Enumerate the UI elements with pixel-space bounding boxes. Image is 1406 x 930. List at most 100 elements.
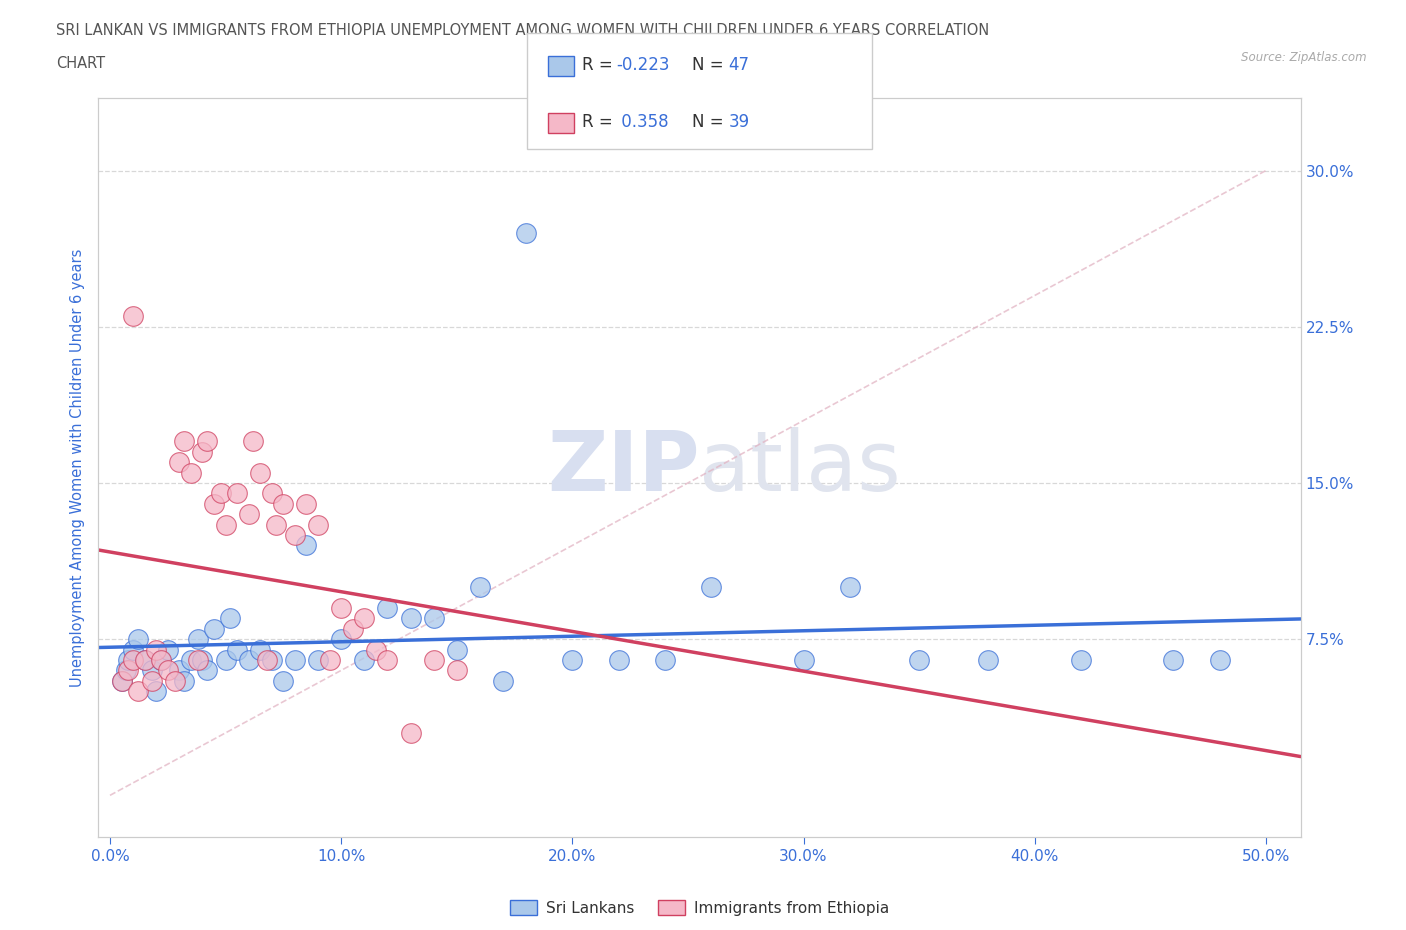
Point	[249, 642, 271, 657]
Point	[187, 631, 209, 646]
Point	[353, 653, 375, 668]
Point	[561, 653, 583, 668]
Point	[117, 663, 139, 678]
Point	[195, 663, 218, 678]
Text: -0.223: -0.223	[616, 56, 669, 74]
Point	[122, 642, 145, 657]
Point	[156, 642, 179, 657]
Point	[422, 653, 444, 668]
Text: R =: R =	[582, 56, 619, 74]
Point	[353, 611, 375, 626]
Point	[607, 653, 630, 668]
Point	[141, 663, 163, 678]
Point	[330, 631, 353, 646]
Point	[446, 642, 468, 657]
Point	[191, 445, 214, 459]
Point	[1208, 653, 1230, 668]
Point	[127, 631, 149, 646]
Text: R =: R =	[582, 113, 619, 131]
Point	[169, 663, 191, 678]
Point	[115, 663, 138, 678]
Point	[214, 517, 236, 532]
Text: SRI LANKAN VS IMMIGRANTS FROM ETHIOPIA UNEMPLOYMENT AMONG WOMEN WITH CHILDREN UN: SRI LANKAN VS IMMIGRANTS FROM ETHIOPIA U…	[56, 23, 990, 38]
Point	[256, 653, 278, 668]
Point	[127, 684, 149, 698]
Text: ZIP: ZIP	[547, 427, 700, 508]
Point	[273, 673, 295, 688]
Point	[295, 497, 318, 512]
Text: Source: ZipAtlas.com: Source: ZipAtlas.com	[1241, 51, 1367, 64]
Point	[134, 653, 156, 668]
Point	[214, 653, 236, 668]
Point	[318, 653, 340, 668]
Text: 39: 39	[728, 113, 749, 131]
Point	[330, 601, 353, 616]
Point	[173, 673, 195, 688]
Point	[191, 653, 214, 668]
Point	[169, 455, 191, 470]
Point	[908, 653, 931, 668]
Point	[242, 434, 264, 449]
Point	[377, 653, 399, 668]
Point	[110, 673, 132, 688]
Point	[492, 673, 515, 688]
Point	[145, 642, 167, 657]
Point	[110, 673, 132, 688]
Point	[260, 485, 283, 500]
Point	[838, 579, 860, 594]
Point	[202, 621, 225, 636]
Point	[149, 653, 172, 668]
Point	[141, 673, 163, 688]
Point	[284, 527, 307, 542]
Point	[209, 485, 232, 500]
Point	[238, 507, 260, 522]
Legend: Sri Lankans, Immigrants from Ethiopia: Sri Lankans, Immigrants from Ethiopia	[503, 894, 896, 922]
Point	[260, 653, 283, 668]
Point	[226, 485, 249, 500]
Point	[122, 653, 145, 668]
Point	[399, 611, 422, 626]
Point	[468, 579, 491, 594]
Text: N =: N =	[692, 113, 728, 131]
Point	[700, 579, 723, 594]
Point	[238, 653, 260, 668]
Y-axis label: Unemployment Among Women with Children Under 6 years: Unemployment Among Women with Children U…	[70, 248, 86, 686]
Point	[219, 611, 242, 626]
Point	[117, 653, 139, 668]
Point	[180, 653, 202, 668]
Point	[145, 684, 167, 698]
Point	[122, 309, 145, 324]
Point	[1070, 653, 1092, 668]
Point	[364, 642, 387, 657]
Point	[180, 465, 202, 480]
Point	[195, 434, 218, 449]
Point	[654, 653, 676, 668]
Text: CHART: CHART	[56, 56, 105, 71]
Point	[295, 538, 318, 552]
Point	[446, 663, 468, 678]
Point	[273, 497, 295, 512]
Point	[173, 434, 195, 449]
Point	[307, 517, 329, 532]
Point	[284, 653, 307, 668]
Text: atlas: atlas	[700, 427, 901, 508]
Text: N =: N =	[692, 56, 728, 74]
Point	[266, 517, 288, 532]
Point	[134, 653, 156, 668]
Point	[1163, 653, 1185, 668]
Text: 47: 47	[728, 56, 749, 74]
Point	[149, 653, 172, 668]
Point	[515, 226, 537, 241]
Point	[342, 621, 364, 636]
Point	[226, 642, 249, 657]
Point	[792, 653, 814, 668]
Point	[249, 465, 271, 480]
Point	[422, 611, 444, 626]
Point	[377, 601, 399, 616]
Point	[163, 673, 186, 688]
Point	[202, 497, 225, 512]
Point	[399, 725, 422, 740]
Text: 0.358: 0.358	[616, 113, 668, 131]
Point	[156, 663, 179, 678]
Point	[307, 653, 329, 668]
